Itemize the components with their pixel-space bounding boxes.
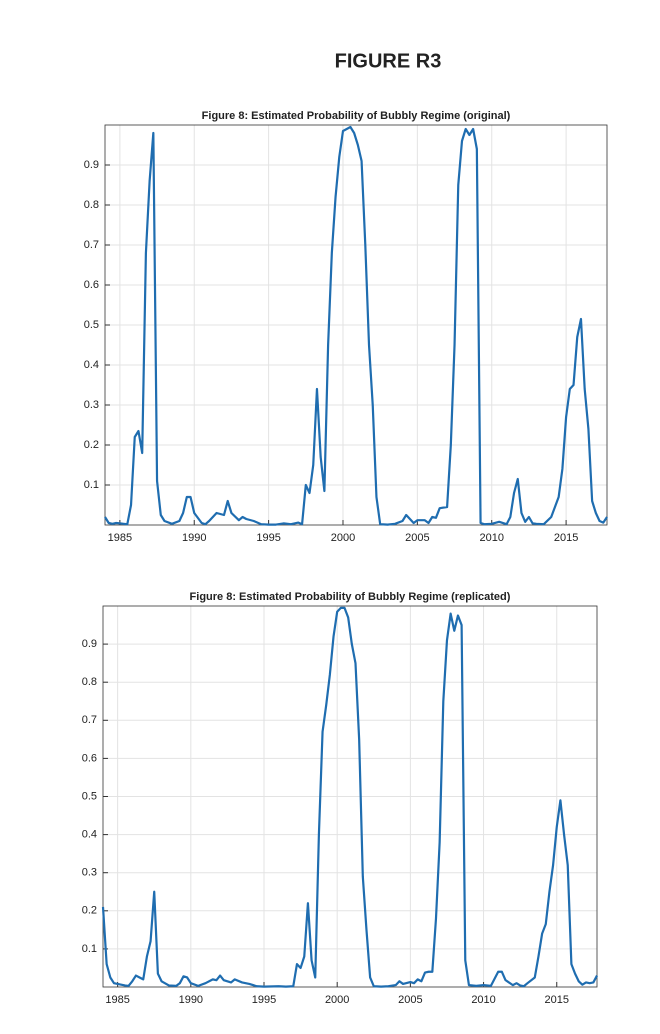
figure-heading: FIGURE R3: [335, 50, 442, 72]
y-tick-label: 0.2: [82, 905, 97, 917]
x-tick-label: 2000: [325, 994, 349, 1006]
x-tick-label: 1985: [108, 532, 132, 544]
y-tick-label: 0.6: [82, 752, 97, 764]
y-tick-label: 0.7: [84, 239, 99, 251]
y-tick-label: 0.6: [84, 279, 99, 291]
y-tick-label: 0.3: [82, 867, 97, 879]
data-line: [101, 606, 598, 988]
y-tick-label: 0.2: [84, 439, 99, 451]
y-tick-label: 0.9: [84, 159, 99, 171]
x-tick-label: 2015: [545, 994, 569, 1006]
x-tick-label: 2010: [471, 994, 495, 1006]
x-tick-label: 2005: [398, 994, 422, 1006]
chart-title: Figure 8: Estimated Probability of Bubbl…: [202, 110, 511, 122]
y-tick-label: 0.3: [84, 399, 99, 411]
y-tick-label: 0.4: [84, 359, 99, 371]
plot-frame: [102, 605, 598, 988]
y-tick-label: 0.5: [82, 790, 97, 802]
x-tick-label: 1990: [182, 532, 206, 544]
x-tick-label: 1985: [105, 994, 129, 1006]
x-tick-label: 2000: [331, 532, 355, 544]
y-tick-label: 0.1: [84, 479, 99, 491]
x-tick-label: 2010: [479, 532, 503, 544]
y-tick-label: 0.8: [82, 676, 97, 688]
plot-frame: [104, 124, 608, 526]
data-line: [104, 125, 608, 526]
y-tick-label: 0.7: [82, 714, 97, 726]
x-tick-label: 1995: [256, 532, 280, 544]
y-tick-label: 0.1: [82, 943, 97, 955]
x-tick-label: 1990: [179, 994, 203, 1006]
x-tick-label: 1995: [252, 994, 276, 1006]
chart-title: Figure 8: Estimated Probability of Bubbl…: [190, 591, 511, 603]
y-tick-label: 0.4: [82, 829, 97, 841]
y-tick-label: 0.9: [82, 638, 97, 650]
x-tick-label: 2005: [405, 532, 429, 544]
y-tick-label: 0.8: [84, 199, 99, 211]
x-tick-label: 2015: [554, 532, 578, 544]
y-tick-label: 0.5: [84, 319, 99, 331]
